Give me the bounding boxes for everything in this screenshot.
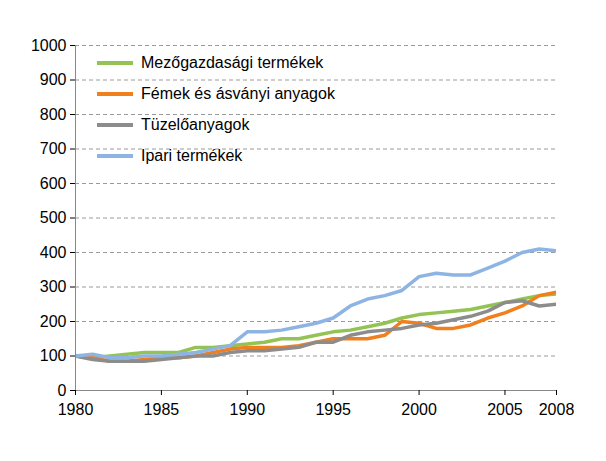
svg-text:2005: 2005 [487,401,523,418]
svg-text:1995: 1995 [315,401,351,418]
svg-text:700: 700 [40,140,67,157]
html-text:Ipari termékek: Ipari termékek [141,147,243,164]
svg-text:2008: 2008 [539,401,575,418]
svg-text:1980: 1980 [58,401,94,418]
svg-text:400: 400 [40,244,67,261]
svg-text:0: 0 [58,382,67,399]
svg-text:1000: 1000 [31,37,67,54]
svg-text:800: 800 [40,106,67,123]
svg-text:100: 100 [40,347,67,364]
svg-text:200: 200 [40,313,67,330]
svg-text:300: 300 [40,278,67,295]
svg-text:900: 900 [40,71,67,88]
svg-text:500: 500 [40,209,67,226]
svg-text:2000: 2000 [401,401,437,418]
html-text:Fémek és ásványi anyagok: Fémek és ásványi anyagok [141,85,335,102]
html-text:Tüzelőanyagok: Tüzelőanyagok [141,116,250,133]
html-text:Mezőgazdasági termékek: Mezőgazdasági termékek [141,54,324,71]
svg-text:600: 600 [40,175,67,192]
svg-text:1990: 1990 [229,401,265,418]
svg-text:1985: 1985 [144,401,180,418]
